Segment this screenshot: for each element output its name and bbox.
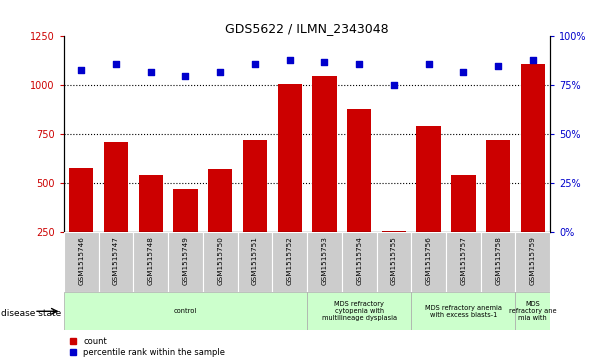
Text: GSM1515746: GSM1515746 xyxy=(78,237,85,285)
Bar xyxy=(238,232,272,292)
Legend: count, percentile rank within the sample: count, percentile rank within the sample xyxy=(68,335,227,359)
Point xyxy=(493,63,503,69)
Point xyxy=(111,61,121,67)
Bar xyxy=(313,76,337,232)
Point xyxy=(250,61,260,67)
Bar xyxy=(64,232,98,292)
Bar xyxy=(481,232,516,292)
Bar xyxy=(416,126,441,232)
Bar xyxy=(133,232,168,292)
Bar xyxy=(411,292,516,330)
Bar xyxy=(342,232,376,292)
Bar xyxy=(307,292,411,330)
Bar xyxy=(446,232,481,292)
Text: GSM1515752: GSM1515752 xyxy=(286,237,292,285)
Point xyxy=(424,61,434,67)
Text: MDS
refractory ane
mia with: MDS refractory ane mia with xyxy=(509,301,557,321)
Bar xyxy=(347,109,371,232)
Point xyxy=(528,57,537,63)
Bar xyxy=(382,231,406,232)
Text: GSM1515754: GSM1515754 xyxy=(356,237,362,285)
Text: GSM1515747: GSM1515747 xyxy=(113,237,119,285)
Text: GSM1515756: GSM1515756 xyxy=(426,237,432,285)
Bar xyxy=(203,232,238,292)
Bar xyxy=(208,168,232,232)
Bar xyxy=(173,189,198,232)
Text: GSM1515758: GSM1515758 xyxy=(495,237,501,285)
Text: GSM1515759: GSM1515759 xyxy=(530,237,536,285)
Point xyxy=(215,69,225,74)
Text: GSM1515750: GSM1515750 xyxy=(217,237,223,285)
Text: GSM1515753: GSM1515753 xyxy=(322,237,328,285)
Title: GDS5622 / ILMN_2343048: GDS5622 / ILMN_2343048 xyxy=(225,22,389,35)
Bar xyxy=(307,232,342,292)
Text: GSM1515749: GSM1515749 xyxy=(182,237,188,285)
Text: GSM1515755: GSM1515755 xyxy=(391,237,397,285)
Bar xyxy=(486,140,510,232)
Bar xyxy=(98,232,133,292)
Bar xyxy=(516,232,550,292)
Bar xyxy=(243,140,267,232)
Bar xyxy=(168,232,203,292)
Bar xyxy=(520,64,545,232)
Text: GSM1515751: GSM1515751 xyxy=(252,237,258,285)
Point xyxy=(77,67,86,73)
Text: control: control xyxy=(174,308,197,314)
Bar xyxy=(411,232,446,292)
Text: MDS refractory anemia
with excess blasts-1: MDS refractory anemia with excess blasts… xyxy=(425,305,502,318)
Bar xyxy=(277,84,302,232)
Bar xyxy=(104,142,128,232)
Bar xyxy=(451,175,475,232)
Bar xyxy=(64,292,307,330)
Bar xyxy=(69,168,94,232)
Bar xyxy=(516,292,550,330)
Point xyxy=(285,57,294,63)
Point xyxy=(458,69,468,74)
Point xyxy=(146,69,156,74)
Bar xyxy=(272,232,307,292)
Bar xyxy=(376,232,411,292)
Point xyxy=(320,59,330,65)
Point xyxy=(181,73,190,78)
Text: GSM1515757: GSM1515757 xyxy=(460,237,466,285)
Text: disease state: disease state xyxy=(1,310,61,318)
Text: MDS refractory
cytopenia with
multilineage dysplasia: MDS refractory cytopenia with multilinea… xyxy=(322,301,396,321)
Point xyxy=(389,82,399,88)
Bar xyxy=(139,175,163,232)
Text: GSM1515748: GSM1515748 xyxy=(148,237,154,285)
Point xyxy=(354,61,364,67)
